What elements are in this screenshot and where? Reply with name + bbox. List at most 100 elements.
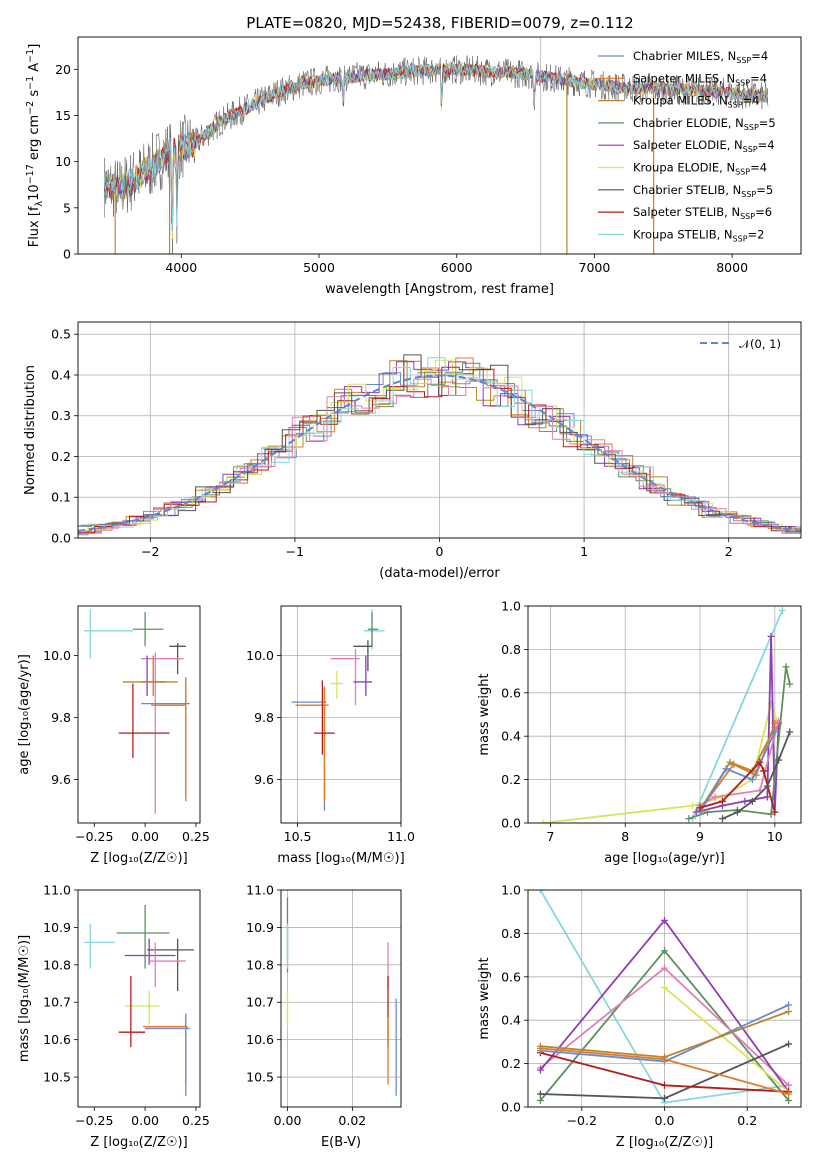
y-tick-label: 0.0 (501, 816, 521, 831)
y-label-part: λ (34, 200, 45, 206)
weight_vs_age-frame (527, 605, 802, 824)
series-marker (536, 1090, 544, 1098)
series-kroupa_stelib (691, 609, 784, 820)
mass_vs_Z-axes: −0.25 0.00 0.25 10.5 10.6 10.7 10.8 10.9 11.0 Z [… (17, 883, 210, 1151)
y-tick-label: 10.0 (246, 648, 274, 663)
mass_vs_Z-y-axis-label: mass [log₁₀(M/M☉)] (17, 935, 32, 1062)
y-tick-label: 10.5 (246, 1070, 274, 1085)
y-tick-label: 10.9 (246, 920, 274, 935)
series-chabrier_stelib (722, 731, 791, 820)
series-marker (696, 804, 704, 812)
y-tick-label: 0.8 (501, 642, 521, 657)
series-marker (718, 797, 726, 805)
y-tick-label: 10.5 (43, 1070, 71, 1085)
mass_vs_ebv-points (286, 897, 397, 1096)
weight_vs_Z-axes: −0.2 0.0 0.2 0.0 0.2 0.4 0.6 0.8 1.0 Z [log₁₀(Z/Z… (477, 883, 801, 1150)
series-marker (785, 1090, 793, 1098)
legend-entry: Chabrier ELODIE, NSSP=5 (633, 116, 776, 132)
legend-sub: SSP (735, 168, 750, 177)
mass_vs_ebv-frame (280, 889, 402, 1108)
spectrum-frame (77, 36, 802, 255)
series-marker (536, 1066, 544, 1074)
x-tick-label: 0.00 (131, 1113, 159, 1128)
figure-title: PLATE=0820, MJD=52438, FIBERID=0079, z=0… (246, 14, 633, 32)
histogram-pink (84, 378, 801, 534)
series-marker (771, 728, 779, 736)
y-label-part: Flux [f (27, 206, 42, 247)
series-marker (756, 758, 764, 766)
mass_vs_ebv-axes: 0.00 0.02 10.5 10.6 10.7 10.8 10.9 11.0 E(B-V) (246, 883, 401, 1150)
series-marker (786, 680, 794, 688)
y-tick-label: 0.8 (501, 926, 521, 941)
residuals-frame (77, 321, 802, 539)
weight_vs_Z-y-axis-label: mass weight (477, 957, 492, 1039)
legend-sub: SSP (728, 101, 743, 110)
y-label-part: A (27, 63, 42, 76)
weight_vs_age-x-axis-label: age [log₁₀(age/yr)] (604, 851, 725, 866)
legend-entry: Kroupa MILES, NSSP=4 (633, 94, 759, 110)
legend-sub: SSP (744, 123, 759, 132)
legend-count: =5 (756, 183, 773, 197)
series-marker (763, 793, 771, 801)
series-marker (786, 728, 794, 736)
y-label-part: −17 (25, 164, 36, 184)
x-tick-label: 0.00 (131, 829, 159, 844)
y-tick-label: 10.0 (43, 648, 71, 663)
y-label-part: 10 (27, 184, 42, 201)
x-tick-label: −2 (141, 544, 159, 559)
mass_vs_Z-points (84, 904, 194, 1096)
legend-name: Salpeter STELIB, N (633, 205, 740, 219)
residuals-x-axis-label: (data-model)/error (379, 566, 500, 581)
series-kroupa_elodie (663, 986, 790, 1093)
x-tick-label: 9 (696, 829, 704, 844)
weight_vs_Z-series (536, 890, 793, 1107)
age_vs_mass-points (291, 609, 385, 811)
legend-name: Kroupa STELIB, N (633, 227, 733, 241)
spectrum-x-axis-label: wavelength [Angstrom, rest frame] (325, 282, 554, 297)
x-tick-label: 0.0 (655, 1113, 675, 1128)
y-tick-label: 0.3 (51, 408, 71, 423)
legend-entry: Chabrier MILES, NSSP=4 (633, 49, 768, 65)
series-marker (661, 1053, 668, 1061)
x-tick-label: 5000 (303, 260, 335, 275)
series-marker (778, 606, 786, 614)
series-marker (785, 1081, 793, 1089)
legend-entry: Salpeter STELIB, NSSP=6 (633, 205, 772, 221)
x-tick-label: 7000 (579, 260, 611, 275)
legend-entry: Kroupa STELIB, NSSP=2 (633, 227, 764, 243)
y-tick-label: 9.8 (254, 710, 274, 725)
legend-name: Chabrier MILES, N (633, 49, 736, 63)
y-tick-label: 0.4 (51, 367, 71, 382)
y-tick-label: 10.7 (43, 995, 71, 1010)
legend-sub: SSP (743, 145, 758, 154)
spectrum-chabrier_stelib (103, 55, 769, 254)
y-tick-label: 9.6 (51, 772, 71, 787)
x-tick-label: 0.2 (737, 1113, 757, 1128)
weight_vs_Z-frame (527, 889, 802, 1108)
age_vs_Z-frame (77, 605, 201, 824)
x-tick-label: 4000 (165, 260, 197, 275)
mass_vs_Z-x-axis-label: Z [log₁₀(Z/Z☉)] (90, 1135, 187, 1150)
y-tick-label: 0.4 (501, 729, 521, 744)
y-tick-label: 0.0 (51, 531, 71, 546)
legend-sub: SSP (735, 78, 750, 87)
series-marker (685, 815, 693, 823)
series-marker (733, 808, 741, 816)
series-marker (760, 767, 768, 775)
y-tick-label: 20 (55, 62, 71, 77)
y-tick-label: 11.0 (43, 883, 71, 898)
spectrum-y-axis-label: Flux [fλ10−17 erg cm−2 s−1 A−1] (25, 44, 45, 248)
y-tick-label: 0.5 (51, 327, 71, 342)
y-tick-label: 0.1 (51, 490, 71, 505)
y-tick-label: 11.0 (246, 883, 274, 898)
residuals-y-axis-label: Normed distribution (23, 365, 38, 495)
series-marker (689, 802, 697, 810)
series-marker (718, 815, 726, 823)
series-marker (536, 1042, 544, 1050)
weight_vs_age-series (539, 606, 794, 823)
series-marker (741, 797, 749, 805)
series-marker (767, 632, 775, 640)
series-marker (661, 1081, 668, 1089)
y-tick-label: 1.0 (501, 599, 521, 614)
